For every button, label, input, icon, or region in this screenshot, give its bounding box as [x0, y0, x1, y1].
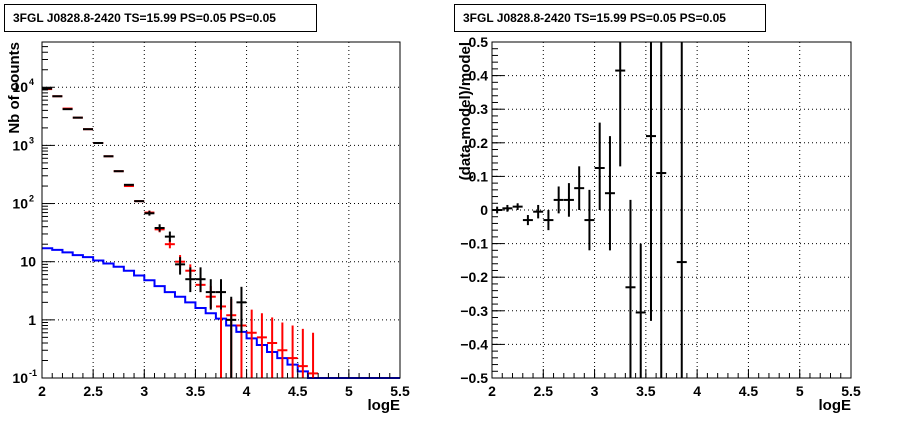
right-x-tick-label: 4.5 [739, 383, 759, 399]
left-y-tick-exponent: 4 [29, 77, 34, 87]
left-x-tick-label: 2 [38, 383, 46, 399]
left-y-tick-exponent: -1 [29, 368, 37, 378]
right-x-tick-label: 3 [591, 383, 599, 399]
left-y-tick-exponent: 3 [29, 135, 34, 145]
right-chart-title: 3FGL J0828.8-2420 TS=15.99 PS=0.05 PS=0.… [454, 4, 766, 32]
right-y-tick-label: −0.5 [460, 370, 488, 386]
left-y-tick-label: 10 [12, 79, 28, 95]
right-y-tick-label: 0.1 [469, 168, 489, 184]
left-y-tick-label: 10 [12, 137, 28, 153]
left-x-tick-label: 5 [345, 383, 353, 399]
left-x-tick-label: 3.5 [186, 383, 206, 399]
left-plot-frame [41, 41, 401, 379]
model-step-line [42, 247, 400, 379]
right-x-tick-label: 5.5 [841, 383, 861, 399]
right-y-tick-label: −0.4 [460, 336, 488, 352]
right-x-tick-label: 2 [488, 383, 496, 399]
left-y-tick-label: 1 [28, 312, 36, 328]
left-x-tick-label: 3 [140, 383, 148, 399]
left-y-tick-label: 10 [12, 196, 28, 212]
right-y-tick-label: 0.4 [469, 68, 489, 84]
right-x-tick-label: 2.5 [534, 383, 554, 399]
right-y-tick-label: 0.3 [469, 101, 489, 117]
right-chart: 2 2.5 3 3.5 4 4.5 5 5.5 −0.5 −0.4 −0.3 −0.2 −0.1 0 0.1… [457, 34, 861, 414]
right-y-tick-label: −0.3 [460, 303, 488, 319]
right-y-tick-label: −0.1 [460, 236, 488, 252]
left-x-axis-label: logE [368, 397, 401, 414]
right-y-axis-label: (data-model)/model [457, 42, 474, 180]
right-x-tick-label: 5 [796, 383, 804, 399]
left-y-tick-exponent: 2 [29, 194, 34, 204]
left-y-tick-label: 10 [12, 370, 28, 386]
right-plot-frame [491, 41, 852, 379]
right-x-tick-label: 3.5 [636, 383, 656, 399]
right-y-tick-label: −0.2 [460, 269, 488, 285]
left-chart-title: 3FGL J0828.8-2420 TS=15.99 PS=0.05 PS=0.… [4, 4, 317, 32]
left-x-tick-label: 2.5 [83, 383, 103, 399]
left-x-tick-label: 4 [243, 383, 251, 399]
right-y-tick-label: 0.5 [469, 34, 489, 50]
right-y-tick-label: 0.2 [469, 135, 489, 151]
left-x-tick-label: 5.5 [390, 383, 410, 399]
left-x-tick-label: 4.5 [288, 383, 308, 399]
right-x-axis-label: logE [819, 397, 852, 414]
right-x-tick-label: 4 [693, 383, 701, 399]
left-y-axis-label: Nb of counts [6, 42, 23, 134]
left-y-tick-label: 10 [20, 254, 36, 270]
right-y-tick-label: 0 [480, 202, 488, 218]
